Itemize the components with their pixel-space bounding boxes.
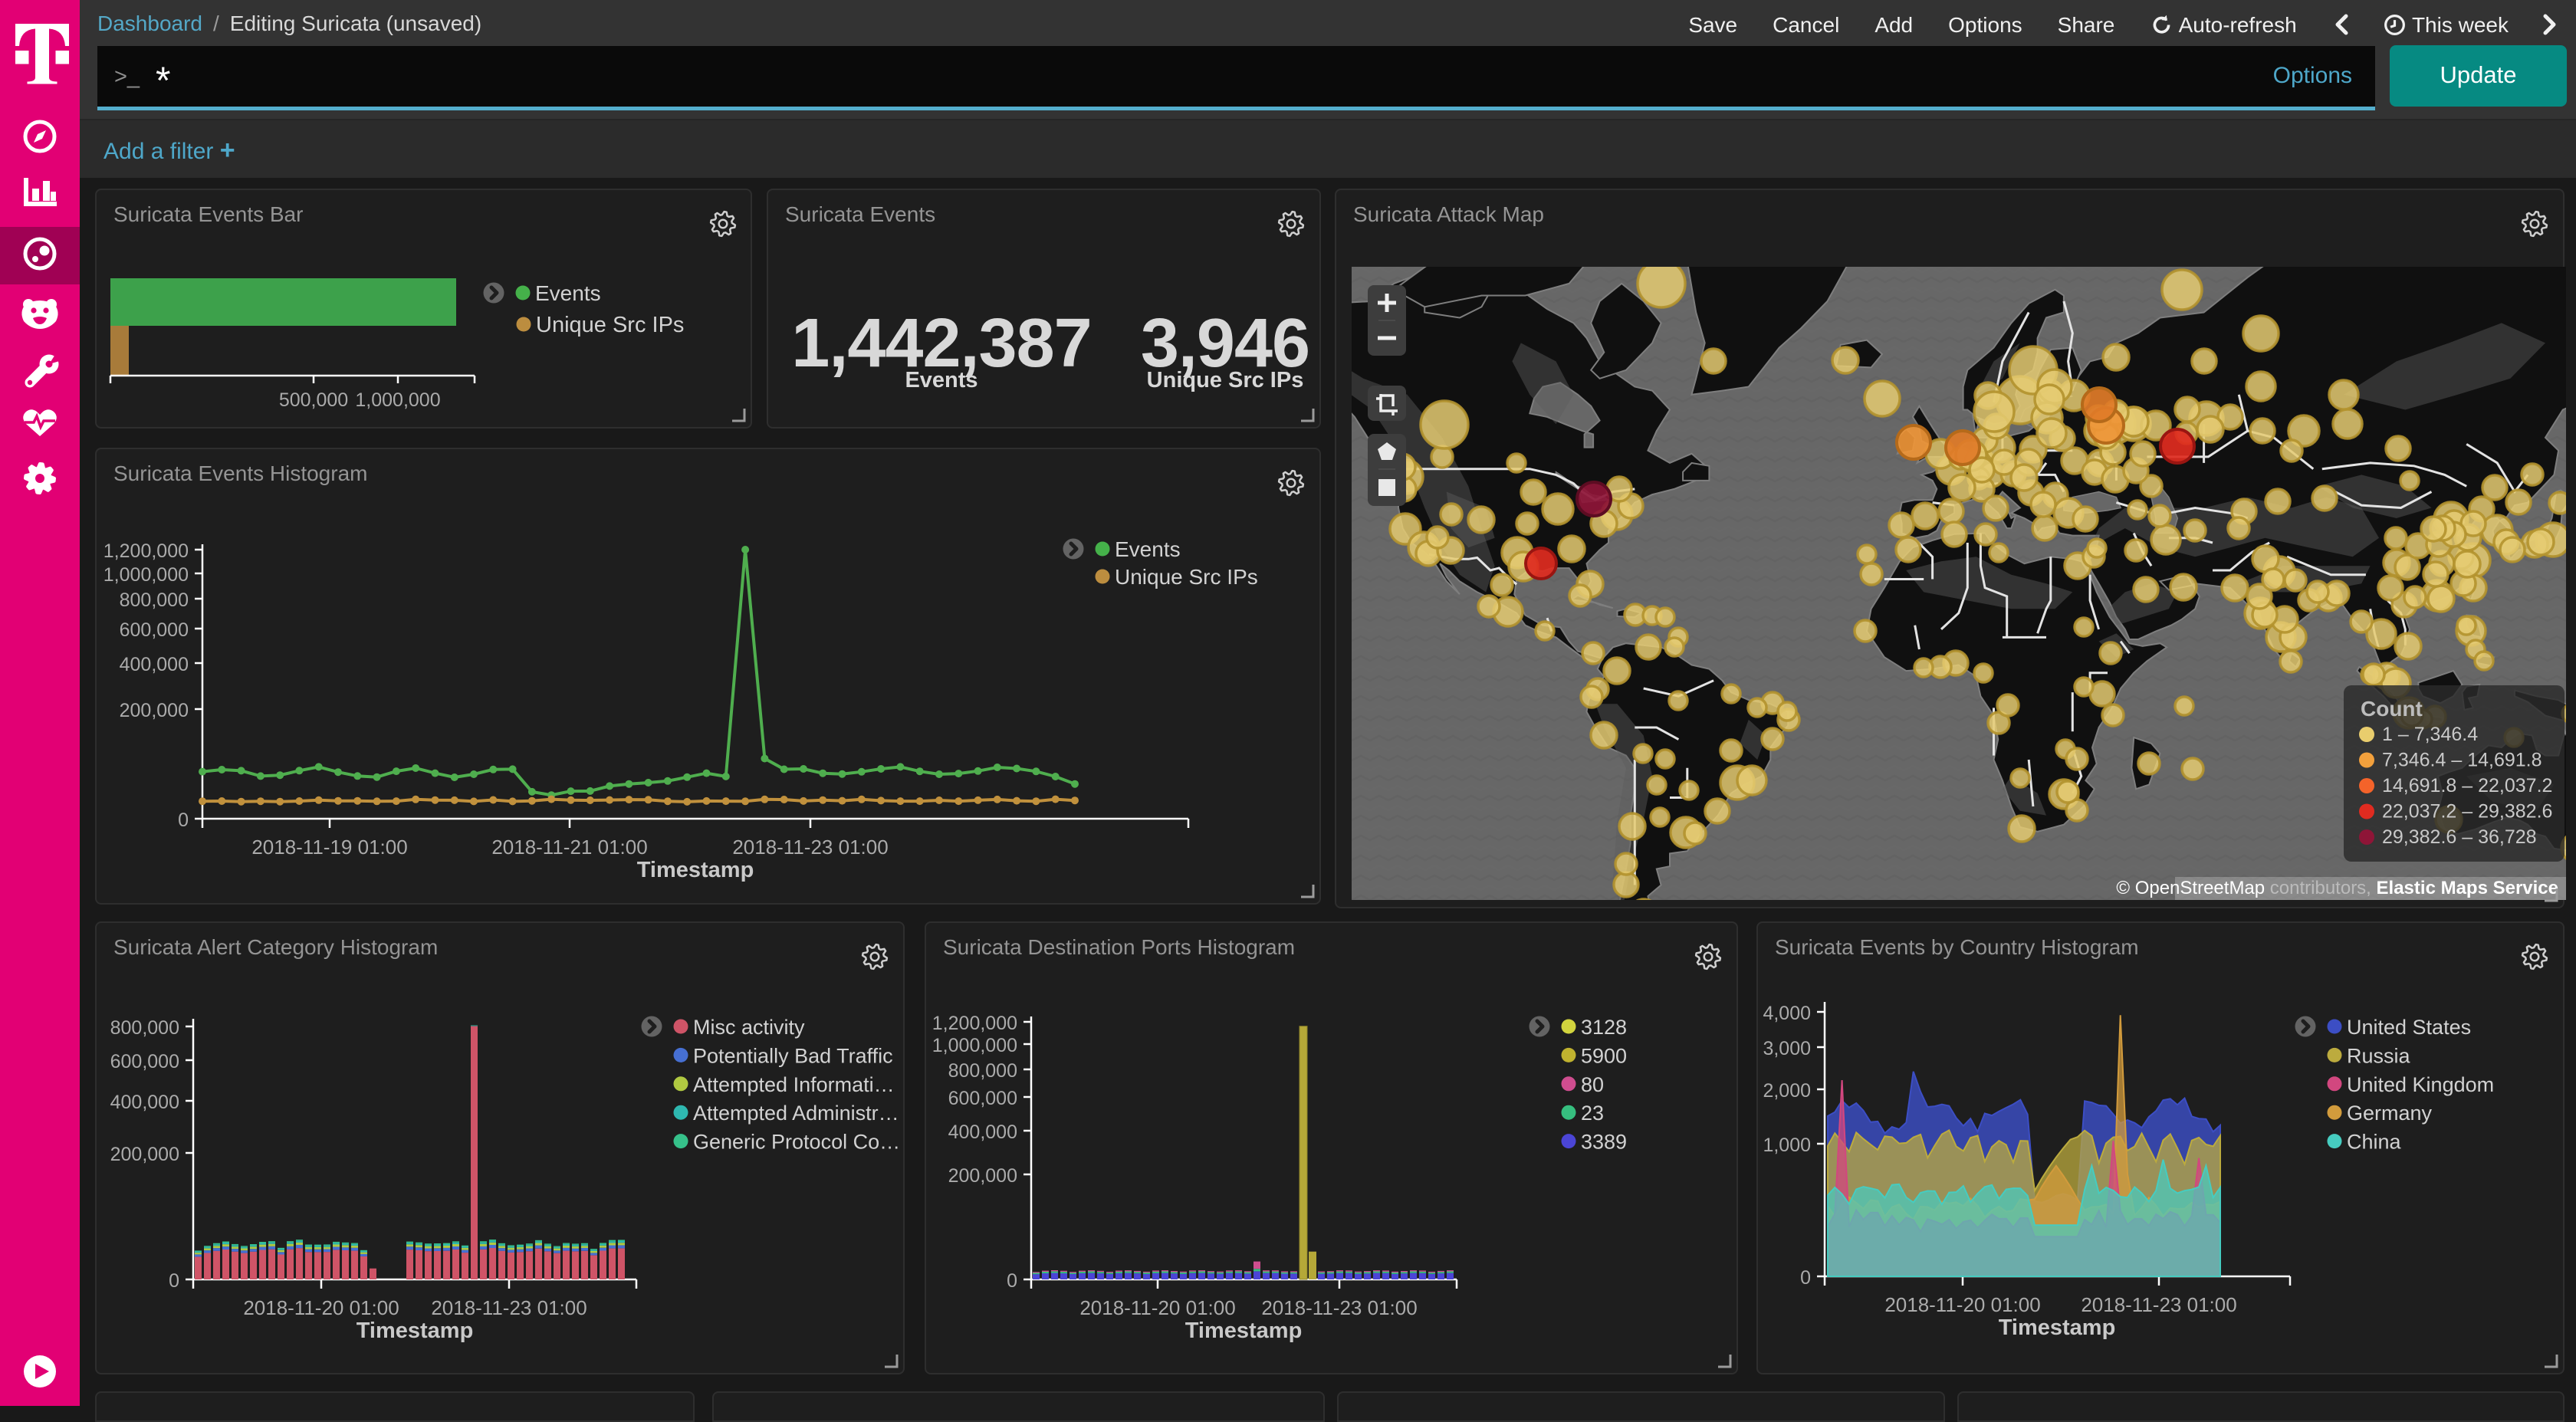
svg-text:1,200,000: 1,200,000 (932, 1013, 1017, 1034)
svg-text:Attempted Administr…: Attempted Administr… (693, 1102, 899, 1125)
svg-text:Timestamp: Timestamp (1999, 1315, 2116, 1340)
svg-text:China: China (2347, 1131, 2402, 1154)
svg-text:400,000: 400,000 (948, 1122, 1017, 1143)
svg-text:800,000: 800,000 (120, 589, 189, 611)
svg-text:2018-11-19 01:00: 2018-11-19 01:00 (251, 836, 407, 859)
svg-text:0: 0 (178, 810, 189, 831)
svg-text:Russia: Russia (2347, 1044, 2411, 1067)
svg-text:800,000: 800,000 (948, 1060, 1017, 1082)
svg-text:2018-11-23 01:00: 2018-11-23 01:00 (431, 1296, 586, 1319)
svg-text:Events: Events (1115, 537, 1181, 561)
svg-text:Attempted Informati…: Attempted Informati… (693, 1073, 895, 1096)
svg-text:1,000,000: 1,000,000 (932, 1035, 1017, 1056)
svg-text:200,000: 200,000 (110, 1144, 179, 1165)
svg-text:Unique Src IPs: Unique Src IPs (1115, 565, 1258, 589)
svg-text:2018-11-23 01:00: 2018-11-23 01:00 (2081, 1293, 2236, 1316)
svg-text:Timestamp: Timestamp (356, 1319, 474, 1343)
svg-text:500,000: 500,000 (279, 389, 348, 411)
svg-text:5900: 5900 (1581, 1044, 1627, 1067)
svg-text:200,000: 200,000 (120, 700, 189, 721)
svg-text:80: 80 (1581, 1073, 1604, 1096)
svg-text:0: 0 (169, 1270, 179, 1292)
svg-text:3389: 3389 (1581, 1131, 1627, 1154)
svg-text:2018-11-20 01:00: 2018-11-20 01:00 (1884, 1293, 2040, 1316)
svg-text:3128: 3128 (1581, 1016, 1627, 1039)
svg-text:4,000: 4,000 (1763, 1003, 1811, 1024)
svg-text:United Kingdom: United Kingdom (2347, 1073, 2494, 1096)
svg-text:600,000: 600,000 (120, 619, 189, 641)
svg-text:Timestamp: Timestamp (637, 858, 754, 882)
svg-text:0: 0 (1007, 1270, 1017, 1292)
svg-text:0: 0 (1800, 1267, 1811, 1289)
svg-text:2018-11-20 01:00: 2018-11-20 01:00 (1079, 1296, 1235, 1319)
svg-text:Events: Events (535, 281, 601, 305)
svg-text:2,000: 2,000 (1763, 1080, 1811, 1102)
svg-text:Potentially Bad Traffic: Potentially Bad Traffic (693, 1044, 893, 1067)
svg-text:2018-11-23 01:00: 2018-11-23 01:00 (1261, 1296, 1417, 1319)
svg-text:Generic Protocol Co…: Generic Protocol Co… (693, 1131, 900, 1154)
svg-text:23: 23 (1581, 1102, 1604, 1125)
svg-text:Germany: Germany (2347, 1102, 2433, 1125)
svg-text:600,000: 600,000 (110, 1051, 179, 1072)
svg-text:3,000: 3,000 (1763, 1038, 1811, 1059)
svg-text:200,000: 200,000 (948, 1165, 1017, 1187)
svg-text:400,000: 400,000 (110, 1092, 179, 1113)
svg-text:1,000: 1,000 (1763, 1135, 1811, 1156)
svg-text:Misc activity: Misc activity (693, 1016, 805, 1039)
svg-text:400,000: 400,000 (120, 654, 189, 675)
svg-text:2018-11-20 01:00: 2018-11-20 01:00 (243, 1296, 399, 1319)
svg-text:2018-11-21 01:00: 2018-11-21 01:00 (491, 836, 647, 859)
svg-text:2018-11-23 01:00: 2018-11-23 01:00 (732, 836, 888, 859)
svg-text:Unique Src IPs: Unique Src IPs (536, 313, 684, 337)
svg-text:600,000: 600,000 (948, 1088, 1017, 1109)
svg-text:Timestamp: Timestamp (1185, 1319, 1303, 1343)
svg-text:800,000: 800,000 (110, 1017, 179, 1039)
svg-text:Unique Src IPs: Unique Src IPs (1147, 368, 1304, 392)
svg-text:United States: United States (2347, 1016, 2471, 1039)
svg-text:1,200,000: 1,200,000 (104, 540, 189, 562)
svg-text:1,000,000: 1,000,000 (104, 564, 189, 586)
svg-text:Events: Events (905, 368, 978, 392)
svg-text:1,000,000: 1,000,000 (355, 389, 440, 411)
